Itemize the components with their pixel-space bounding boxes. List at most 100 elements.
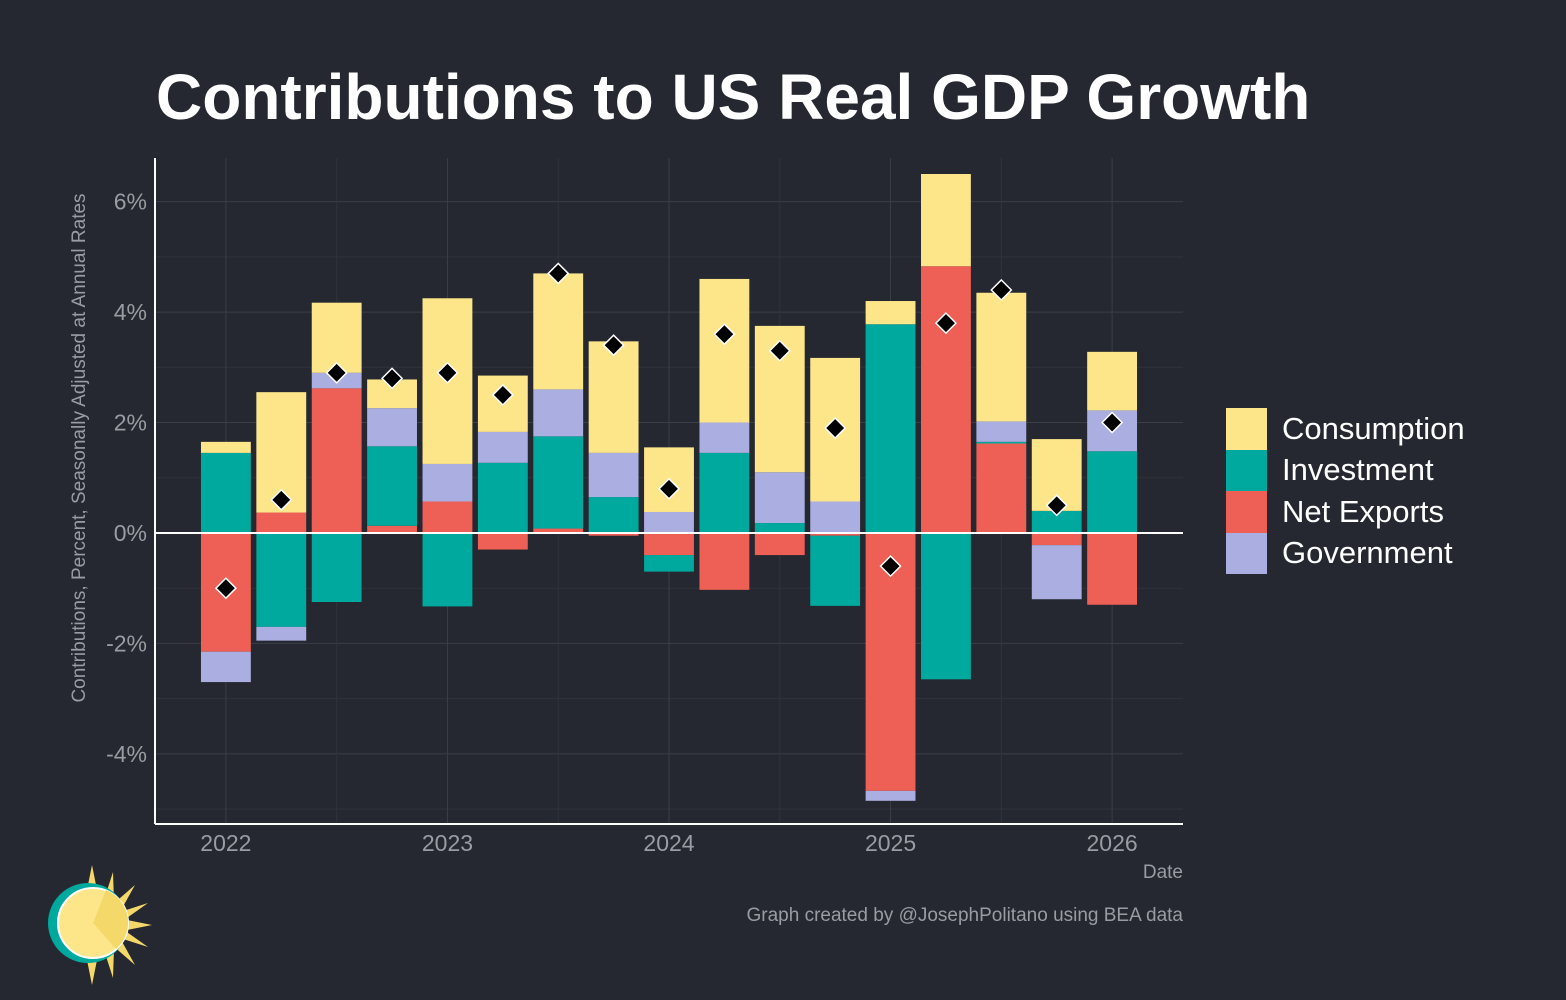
bar-investment (256, 532, 307, 627)
bar-net-exports (367, 525, 417, 533)
sun-logo-icon (48, 865, 152, 985)
bar-net-exports (256, 512, 307, 533)
bar-government (865, 790, 916, 801)
bar-government (976, 421, 1027, 442)
bar-net-exports (699, 532, 750, 590)
legend-swatch (1226, 491, 1267, 533)
bar-government (477, 431, 528, 463)
bar-government (422, 463, 473, 502)
bar-consumption (921, 174, 971, 267)
bar-government (810, 501, 861, 533)
legend-item-investment: Investment (1226, 449, 1465, 491)
bar-investment (1031, 510, 1082, 533)
y-tick-label: 2% (114, 410, 147, 436)
legend-label: Government (1282, 535, 1453, 571)
bar-net-exports (422, 501, 473, 533)
bar-investment (311, 532, 362, 602)
bar-investment (810, 535, 861, 606)
bar-investment (533, 436, 584, 529)
bar-net-exports (533, 528, 584, 533)
total-marker (990, 278, 1013, 302)
bar-government (644, 511, 694, 533)
bar-consumption (533, 273, 584, 390)
bar-government (200, 651, 251, 683)
bar-investment (422, 532, 473, 607)
bar-investment (921, 532, 971, 680)
total-marker (380, 367, 404, 390)
bar-investment (865, 324, 916, 533)
total-marker (491, 383, 514, 406)
chart-title: Contributions to US Real GDP Growth (156, 61, 1311, 133)
bar-consumption (311, 302, 362, 373)
total-marker (325, 361, 348, 384)
bar-consumption (976, 292, 1027, 422)
bar-consumption (200, 441, 251, 453)
x-tick-label: 2022 (200, 830, 251, 856)
x-tick-label: 2025 (865, 830, 916, 856)
bar-investment (477, 462, 528, 533)
bar-net-exports (1031, 532, 1082, 546)
bar-investment (200, 452, 251, 533)
y-tick-label: 6% (114, 189, 147, 215)
total-marker (824, 416, 847, 440)
bar-government (533, 389, 584, 437)
bar-investment (588, 497, 639, 533)
bar-investment (976, 441, 1027, 444)
bar-consumption (699, 278, 750, 423)
legend-item-government: Government (1226, 532, 1465, 574)
legend-item-net-exports: Net Exports (1226, 491, 1465, 533)
x-tick-label: 2026 (1087, 830, 1138, 856)
legend: Consumption Investment Net Exports Gover… (1226, 408, 1465, 574)
bar-government (754, 472, 805, 524)
bar-net-exports (976, 443, 1027, 533)
bar-net-exports (810, 532, 861, 536)
bar-investment (699, 452, 750, 533)
y-tick-label: 0% (114, 520, 147, 546)
bar-net-exports (311, 388, 362, 533)
bar-government (588, 452, 639, 498)
y-tick-label: 4% (114, 299, 147, 325)
bar-net-exports (588, 532, 639, 536)
total-marker (879, 555, 902, 578)
bar-government (1031, 545, 1082, 600)
legend-item-consumption: Consumption (1226, 408, 1465, 450)
bar-investment (1087, 451, 1138, 533)
total-marker (1045, 494, 1068, 517)
bar-net-exports (921, 266, 971, 533)
y-tick-label: -4% (106, 741, 147, 767)
x-tick-label: 2024 (643, 830, 694, 856)
bar-government (256, 626, 307, 641)
legend-label: Net Exports (1282, 493, 1444, 529)
bar-consumption (1087, 351, 1138, 411)
y-tick-label: -2% (106, 630, 147, 656)
x-axis-label: Date (1142, 862, 1183, 883)
source-caption: Graph created by @JosephPolitano using B… (746, 905, 1183, 926)
legend-label: Consumption (1282, 410, 1465, 446)
bar-consumption (865, 301, 916, 325)
bar-government (367, 408, 417, 447)
total-marker (547, 262, 570, 285)
bar-consumption (588, 341, 639, 453)
total-marker (934, 312, 958, 335)
total-marker (657, 477, 681, 500)
bar-investment (754, 523, 805, 533)
y-axis-label: Contributions, Percent, Seasonally Adjus… (69, 193, 90, 703)
legend-label: Investment (1282, 452, 1434, 488)
legend-swatch (1226, 449, 1267, 491)
total-marker (436, 361, 459, 384)
total-marker (214, 577, 237, 600)
x-tick-label: 2023 (422, 830, 473, 856)
bar-net-exports (1087, 532, 1138, 605)
total-marker (270, 488, 293, 511)
bar-net-exports (477, 532, 528, 550)
bar-net-exports (754, 532, 805, 556)
total-marker (768, 339, 791, 362)
legend-swatch (1226, 408, 1267, 450)
total-marker (602, 334, 625, 357)
bar-net-exports (644, 532, 694, 556)
total-marker (713, 323, 736, 346)
bar-investment (367, 446, 417, 526)
legend-swatch (1226, 532, 1267, 574)
bar-investment (644, 555, 694, 572)
